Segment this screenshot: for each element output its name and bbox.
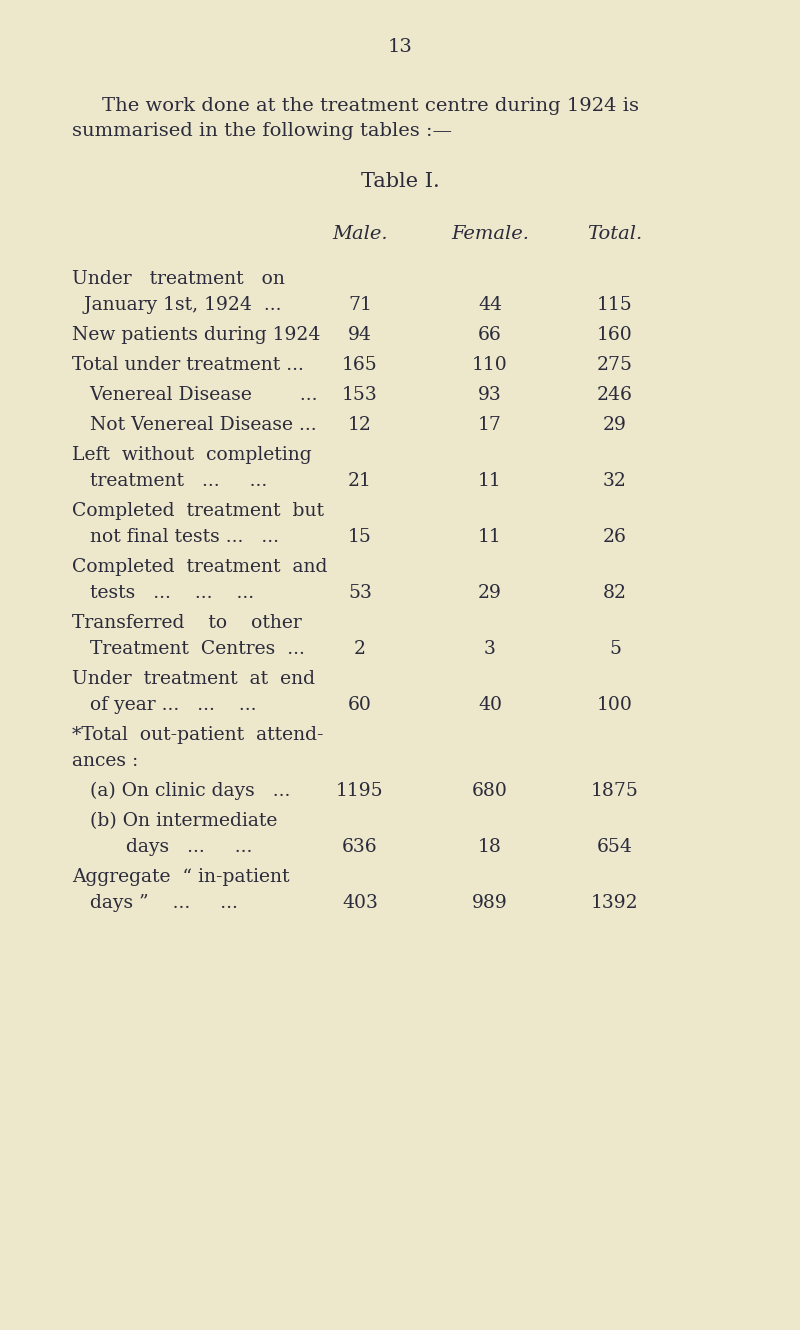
Text: Total.: Total. bbox=[587, 225, 642, 243]
Text: 1195: 1195 bbox=[336, 782, 384, 801]
Text: 32: 32 bbox=[603, 472, 627, 489]
Text: 60: 60 bbox=[348, 696, 372, 714]
Text: 654: 654 bbox=[597, 838, 633, 857]
Text: Female.: Female. bbox=[451, 225, 529, 243]
Text: 53: 53 bbox=[348, 584, 372, 602]
Text: New patients during 1924: New patients during 1924 bbox=[72, 326, 320, 344]
Text: Under  treatment  at  end: Under treatment at end bbox=[72, 670, 315, 688]
Text: summarised in the following tables :—: summarised in the following tables :— bbox=[72, 122, 452, 140]
Text: of year ...   ...    ...: of year ... ... ... bbox=[72, 696, 257, 714]
Text: Not Venereal Disease ...: Not Venereal Disease ... bbox=[72, 416, 317, 434]
Text: Table I.: Table I. bbox=[361, 172, 439, 192]
Text: Transferred    to    other: Transferred to other bbox=[72, 614, 302, 632]
Text: ances :: ances : bbox=[72, 751, 138, 770]
Text: Left  without  completing: Left without completing bbox=[72, 446, 312, 464]
Text: 29: 29 bbox=[603, 416, 627, 434]
Text: 13: 13 bbox=[387, 39, 413, 56]
Text: January 1st, 1924  ...: January 1st, 1924 ... bbox=[72, 297, 282, 314]
Text: 3: 3 bbox=[484, 640, 496, 658]
Text: 12: 12 bbox=[348, 416, 372, 434]
Text: 94: 94 bbox=[348, 326, 372, 344]
Text: treatment   ...     ...: treatment ... ... bbox=[72, 472, 267, 489]
Text: 21: 21 bbox=[348, 472, 372, 489]
Text: days ”    ...     ...: days ” ... ... bbox=[72, 894, 238, 912]
Text: 93: 93 bbox=[478, 386, 502, 404]
Text: Total under treatment ...: Total under treatment ... bbox=[72, 356, 304, 374]
Text: days   ...     ...: days ... ... bbox=[72, 838, 252, 857]
Text: Completed  treatment  but: Completed treatment but bbox=[72, 501, 324, 520]
Text: 82: 82 bbox=[603, 584, 627, 602]
Text: Treatment  Centres  ...: Treatment Centres ... bbox=[72, 640, 305, 658]
Text: 29: 29 bbox=[478, 584, 502, 602]
Text: 66: 66 bbox=[478, 326, 502, 344]
Text: 989: 989 bbox=[472, 894, 508, 912]
Text: 153: 153 bbox=[342, 386, 378, 404]
Text: Completed  treatment  and: Completed treatment and bbox=[72, 559, 327, 576]
Text: 100: 100 bbox=[597, 696, 633, 714]
Text: 40: 40 bbox=[478, 696, 502, 714]
Text: *Total  out-patient  attend-: *Total out-patient attend- bbox=[72, 726, 323, 743]
Text: 246: 246 bbox=[597, 386, 633, 404]
Text: 165: 165 bbox=[342, 356, 378, 374]
Text: 15: 15 bbox=[348, 528, 372, 547]
Text: 275: 275 bbox=[597, 356, 633, 374]
Text: tests   ...    ...    ...: tests ... ... ... bbox=[72, 584, 254, 602]
Text: Under   treatment   on: Under treatment on bbox=[72, 270, 285, 289]
Text: 18: 18 bbox=[478, 838, 502, 857]
Text: (b) On intermediate: (b) On intermediate bbox=[72, 813, 278, 830]
Text: 11: 11 bbox=[478, 528, 502, 547]
Text: 17: 17 bbox=[478, 416, 502, 434]
Text: 110: 110 bbox=[472, 356, 508, 374]
Text: 160: 160 bbox=[597, 326, 633, 344]
Text: Venereal Disease        ...: Venereal Disease ... bbox=[72, 386, 318, 404]
Text: 403: 403 bbox=[342, 894, 378, 912]
Text: 1875: 1875 bbox=[591, 782, 639, 801]
Text: not final tests ...   ...: not final tests ... ... bbox=[72, 528, 279, 547]
Text: The work done at the treatment centre during 1924 is: The work done at the treatment centre du… bbox=[102, 97, 639, 114]
Text: 71: 71 bbox=[348, 297, 372, 314]
Text: Male.: Male. bbox=[332, 225, 388, 243]
Text: 44: 44 bbox=[478, 297, 502, 314]
Text: 26: 26 bbox=[603, 528, 627, 547]
Text: 5: 5 bbox=[609, 640, 621, 658]
Text: 636: 636 bbox=[342, 838, 378, 857]
Text: 11: 11 bbox=[478, 472, 502, 489]
Text: 1392: 1392 bbox=[591, 894, 639, 912]
Text: 680: 680 bbox=[472, 782, 508, 801]
Text: Aggregate  “ in-patient: Aggregate “ in-patient bbox=[72, 868, 290, 886]
Text: 2: 2 bbox=[354, 640, 366, 658]
Text: (a) On clinic days   ...: (a) On clinic days ... bbox=[72, 782, 290, 801]
Text: 115: 115 bbox=[597, 297, 633, 314]
